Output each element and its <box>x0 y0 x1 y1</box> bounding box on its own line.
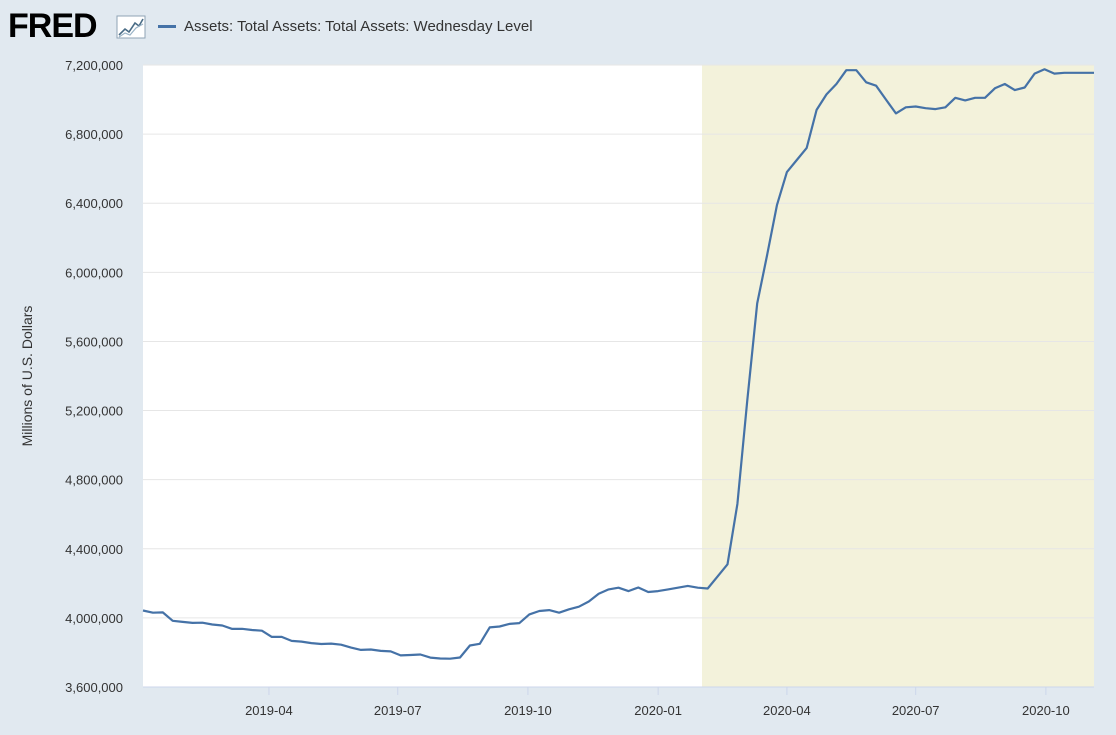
legend-swatch <box>158 24 176 28</box>
series-line <box>142 68 1094 660</box>
y-axis-title: Millions of U.S. Dollars <box>19 306 35 447</box>
x-tick-label: 2019-10 <box>504 703 552 718</box>
fred-chart-logo-icon <box>116 15 146 39</box>
y-tick-label: 3,600,000 <box>65 680 123 695</box>
y-tick-label: 4,800,000 <box>65 473 123 488</box>
y-tick-label: 5,600,000 <box>65 334 123 349</box>
recession-shading <box>701 65 1094 687</box>
chart-legend: Assets: Total Assets: Total Assets: Wedn… <box>158 16 533 36</box>
x-tick-label: 2020-10 <box>1022 703 1070 718</box>
y-tick-label: 4,400,000 <box>65 542 123 557</box>
y-tick-label: 6,800,000 <box>65 127 123 142</box>
x-tick-label: 2019-04 <box>245 703 293 718</box>
x-tick-label: 2019-07 <box>374 703 422 718</box>
x-tick-label: 2020-01 <box>634 703 682 718</box>
y-tick-label: 4,000,000 <box>65 611 123 626</box>
y-tick-label: 6,000,000 <box>65 265 123 280</box>
legend-label: Assets: Total Assets: Total Assets: Wedn… <box>184 17 533 35</box>
y-tick-label: 6,400,000 <box>65 196 123 211</box>
x-tick-label: 2020-04 <box>763 703 811 718</box>
y-tick-label: 7,200,000 <box>65 58 123 73</box>
fred-logo[interactable]: FRED <box>8 7 98 45</box>
x-tick-label: 2020-07 <box>892 703 940 718</box>
y-tick-label: 5,200,000 <box>65 404 123 419</box>
